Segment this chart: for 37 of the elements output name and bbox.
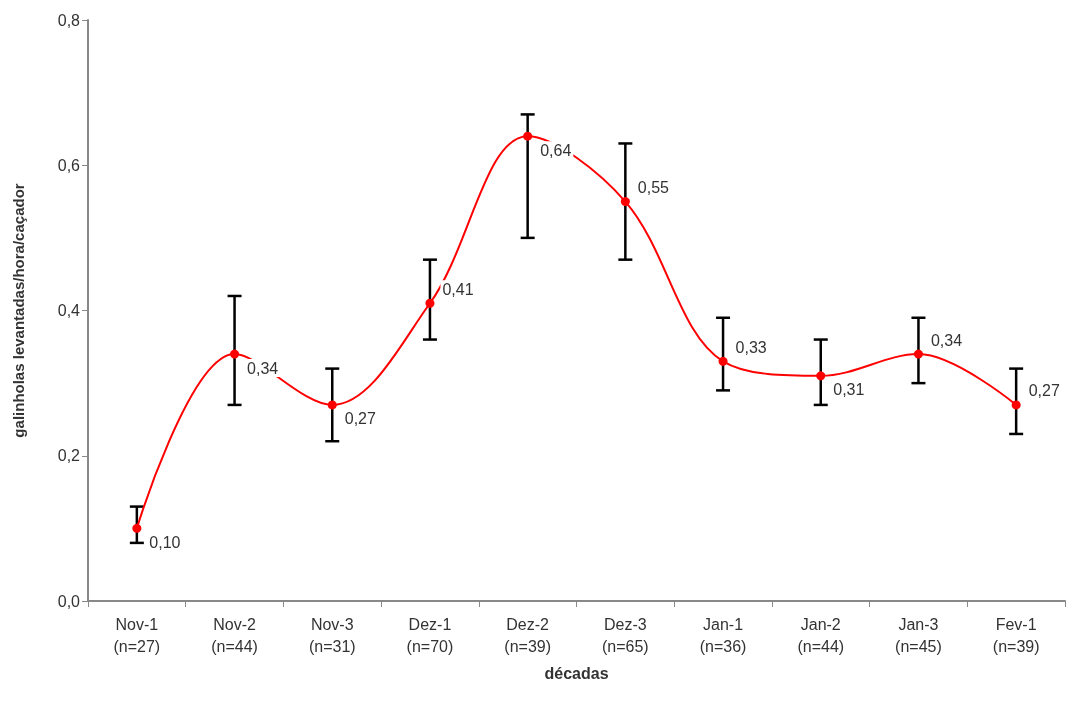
x-axis-title: décadas: [544, 664, 609, 682]
data-label: 0,41: [442, 280, 474, 298]
y-tick-label: 0,4: [57, 302, 81, 319]
data-label: 0,27: [344, 410, 376, 428]
point: [718, 356, 728, 366]
point: [230, 349, 240, 359]
data-label: 0,34: [930, 331, 963, 349]
x-tick-label: Jan-2 (n=44): [797, 615, 845, 655]
point: [913, 349, 923, 359]
data-label: 0,27: [1028, 382, 1060, 400]
x-tick-label: Dez-2 (n=39): [504, 615, 551, 655]
x-tick-label: Dez-1 (n=70): [406, 615, 454, 655]
point: [816, 371, 826, 381]
x-tick-label: Dez-3 (n=65): [602, 615, 649, 655]
x-tick-label: Nov-2 (n=44): [211, 615, 258, 655]
point: [132, 523, 142, 533]
y-tick-label: 0,2: [57, 447, 81, 465]
point: [327, 400, 337, 410]
y-tick-label: 0,0: [57, 592, 81, 610]
data-label: 0,34: [247, 359, 279, 377]
point: [523, 131, 533, 141]
x-tick-label: Jan-1 (n=36): [699, 615, 747, 655]
data-label: 0,33: [735, 338, 767, 356]
data-label: 0,64: [540, 141, 572, 159]
data-label: 0,31: [833, 381, 865, 399]
x-tick-label: Jan-3 (n=45): [895, 615, 942, 655]
data-label: 0,55: [637, 179, 670, 197]
data-label: 0,10: [149, 533, 181, 551]
point: [1011, 400, 1021, 410]
x-tick-label: Nov-1 (n=27): [113, 615, 161, 655]
y-tick-label: 0,6: [57, 156, 81, 174]
point: [425, 298, 435, 308]
y-axis-title: galinholas levantadas/hora/caçador: [10, 183, 27, 438]
x-tick-label: Nov-3 (n=31): [308, 615, 356, 655]
x-tick-label: Fev-1 (n=39): [992, 615, 1040, 655]
y-tick-label: 0,8: [57, 11, 81, 29]
point: [620, 197, 630, 207]
